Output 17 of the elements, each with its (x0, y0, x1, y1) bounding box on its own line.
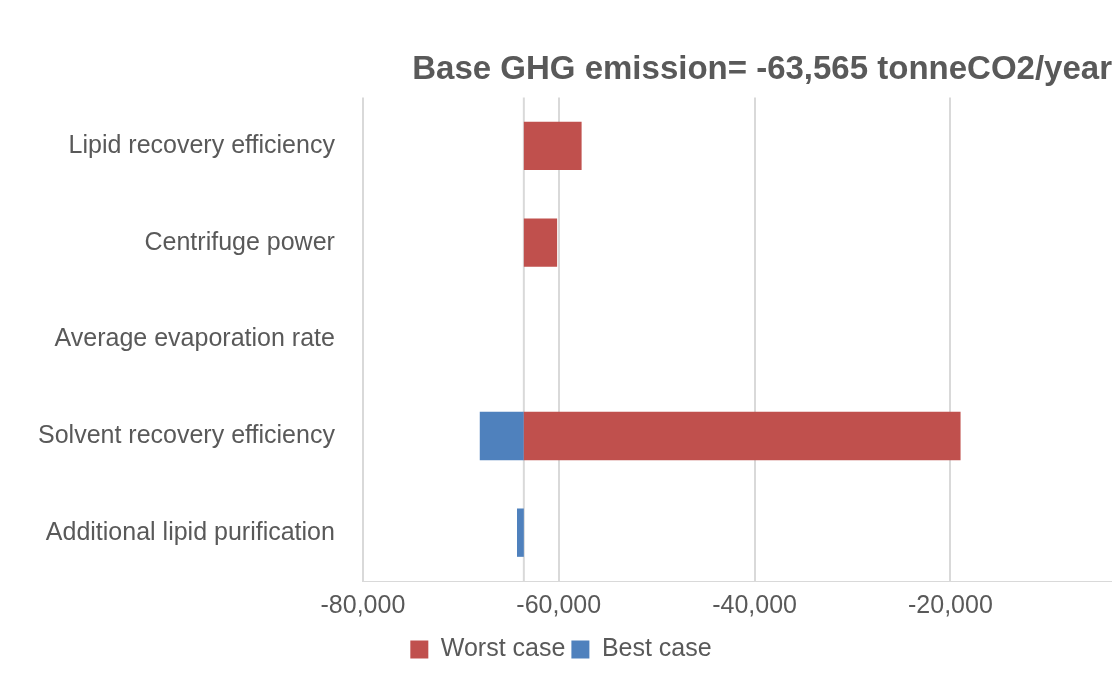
bar (523, 411, 961, 461)
x-tick-label: -60,000 (516, 589, 602, 618)
bar (479, 411, 524, 461)
y-tick-label: Average evaporation rate (54, 323, 335, 352)
chart-title: Base GHG emission= -63,565 tonneCO2/year (412, 48, 1112, 86)
x-tick-label: -80,000 (320, 589, 406, 618)
y-tick-label: Solvent recovery efficiency (37, 419, 336, 448)
x-tick-label: -20,000 (908, 589, 993, 618)
legend-label: Worst case (440, 633, 566, 662)
bar (516, 508, 524, 557)
bar (523, 121, 582, 171)
y-tick-label: Lipid recovery efficiency (68, 129, 336, 158)
y-tick-label: Centrifuge power (144, 226, 335, 255)
bar (523, 218, 558, 267)
x-tick-label: -40,000 (712, 589, 797, 618)
y-tick-label: Additional lipid purification (45, 516, 335, 545)
legend-label: Best case (601, 633, 712, 662)
